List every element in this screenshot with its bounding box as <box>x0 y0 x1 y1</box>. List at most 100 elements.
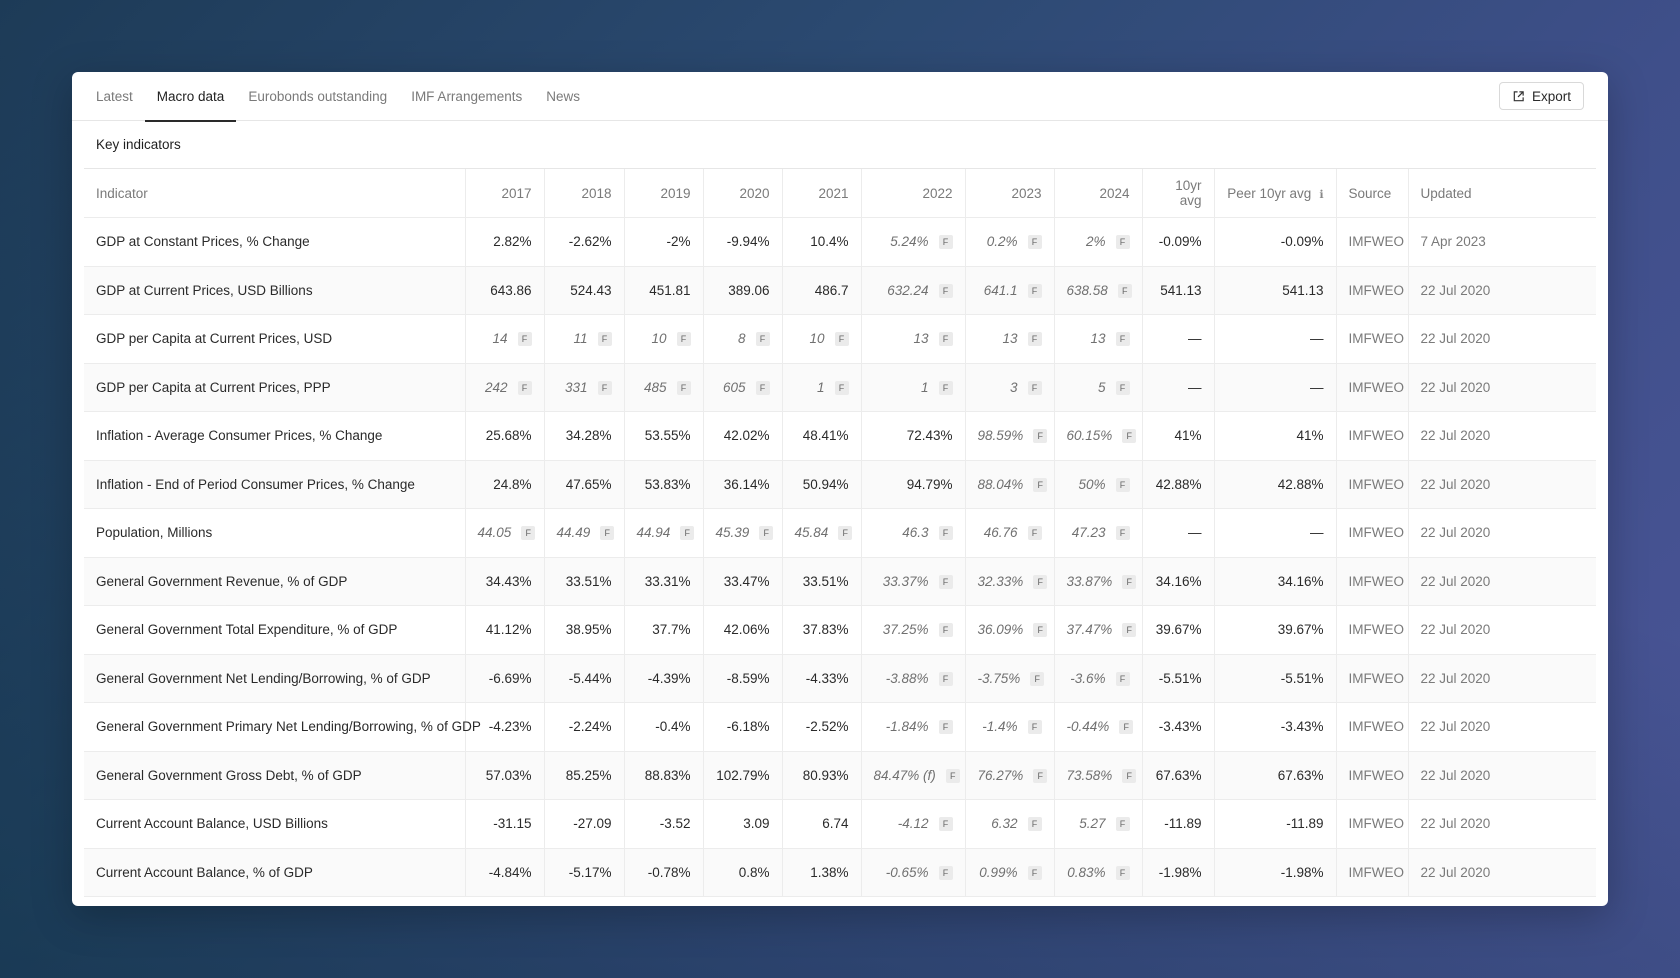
forecast-badge: F <box>1115 817 1130 832</box>
value-text: 6.32 <box>991 816 1018 832</box>
column-header-2021-label: 2021 <box>818 185 849 201</box>
value-text: 44.49 <box>556 525 591 541</box>
value-cell: 47.23 F <box>1054 508 1143 558</box>
value-cell: 2.82% <box>465 217 545 267</box>
source-cell: IMFWEO <box>1336 411 1409 461</box>
column-header-2019-label: 2019 <box>660 185 691 201</box>
tab-news[interactable]: News <box>546 89 580 104</box>
value-text: 0.2% <box>986 234 1018 250</box>
value-cell: 32.33% F <box>965 557 1055 606</box>
forecast-badge: F <box>938 283 953 298</box>
value-text: 57.03% <box>485 767 532 783</box>
value-text: 37.25% <box>882 622 929 638</box>
forecast-badge: F <box>1027 235 1042 250</box>
tab-latest[interactable]: Latest <box>96 89 133 104</box>
value-cell: 389.06 <box>703 266 783 315</box>
value-text: -6.18% <box>726 719 770 735</box>
value-text: 53.55% <box>644 428 691 444</box>
value-cell: 6.74 <box>782 799 862 849</box>
value-cell: 88.04% F <box>965 460 1055 509</box>
value-text: -2.62% <box>568 234 612 250</box>
value-cell: 60.15% F <box>1054 411 1143 461</box>
export-button[interactable]: Export <box>1499 82 1584 110</box>
updated-cell: 22 Jul 2020 <box>1408 751 1596 800</box>
forecast-badge: F <box>938 526 953 541</box>
value-text: 36.14% <box>723 476 770 492</box>
forecast-badge: F <box>1027 865 1042 880</box>
value-cell: 33.51% <box>782 557 862 606</box>
value-text: 632.24 <box>887 282 929 298</box>
value-text: 10 <box>651 331 667 347</box>
value-text: 2% <box>1085 234 1106 250</box>
value-text: 33.51% <box>802 573 849 589</box>
value-text: 451.81 <box>649 282 691 298</box>
value-cell: -2% <box>624 217 704 267</box>
value-text: 5.27 <box>1079 816 1106 832</box>
value-cell: 45.39 F <box>703 508 783 558</box>
value-text: 84.47% (f) <box>873 767 936 783</box>
forecast-badge: F <box>938 235 953 250</box>
value-text: -0.44% <box>1066 719 1110 735</box>
forecast-badge: F <box>1027 526 1042 541</box>
forecast-badge: F <box>1115 332 1130 347</box>
value-text: 33.37% <box>882 573 929 589</box>
forecast-badge: F <box>521 526 536 541</box>
table-body: GDP at Constant Prices, % Change 2.82% -2.… <box>84 217 1596 897</box>
value-text: 13 <box>913 331 929 347</box>
value-text: 34.28% <box>565 428 612 444</box>
indicator-name: General Government Primary Net Lending/B… <box>84 702 481 752</box>
forecast-badge: F <box>1122 623 1137 638</box>
ten-year-avg: 39.67% <box>1142 605 1215 655</box>
column-header-updated-label: Updated <box>1420 185 1472 201</box>
source-cell: IMFWEO <box>1336 702 1409 752</box>
value-text: 37.7% <box>652 622 691 638</box>
value-cell: 88.83% <box>624 751 704 800</box>
value-text: 3.09 <box>743 816 770 832</box>
forecast-badge: F <box>755 380 770 395</box>
forecast-badge: F <box>938 574 953 589</box>
value-cell: 84.47% (f) F <box>861 751 966 800</box>
info-icon[interactable]: ℹ <box>1319 188 1324 201</box>
forecast-badge: F <box>838 526 853 541</box>
value-cell: 38.95% <box>544 605 625 655</box>
source-cell: IMFWEO <box>1336 266 1409 315</box>
value-text: -4.84% <box>488 864 532 880</box>
forecast-badge: F <box>1117 283 1132 298</box>
table-row: GDP at Constant Prices, % Change 2.82% -2.… <box>84 217 1596 267</box>
tab-macro-data[interactable]: Macro data <box>144 72 237 122</box>
value-cell: -8.59% <box>703 654 783 703</box>
column-header-source: Source <box>1336 169 1409 218</box>
updated-cell: 22 Jul 2020 <box>1408 508 1596 558</box>
value-cell: 14 F <box>465 314 545 364</box>
table-row: Inflation - Average Consumer Prices, % C… <box>84 411 1596 461</box>
tab-eurobonds-outstanding[interactable]: Eurobonds outstanding <box>248 89 388 104</box>
updated-cell: 22 Jul 2020 <box>1408 363 1596 412</box>
peer-ten-year-avg: 39.67% <box>1214 605 1337 655</box>
value-cell: 524.43 <box>544 266 625 315</box>
indicator-name: General Government Revenue, % of GDP <box>84 557 466 606</box>
value-cell: 37.25% F <box>861 605 966 655</box>
ten-year-avg: — <box>1142 508 1215 558</box>
forecast-badge: F <box>1030 671 1045 686</box>
section-title: Key indicators <box>84 121 1596 169</box>
column-header-10yr-avg-label: 10yr avg <box>1175 178 1202 208</box>
value-cell: -3.52 <box>624 799 704 849</box>
value-text: -3.6% <box>1070 670 1106 686</box>
forecast-badge: F <box>1027 720 1042 735</box>
indicator-name: Current Account Balance, USD Billions <box>84 799 466 849</box>
value-text: 643.86 <box>490 282 532 298</box>
value-text: 46.76 <box>983 525 1018 541</box>
table-row: GDP per Capita at Current Prices, USD 14 F… <box>84 314 1596 364</box>
forecast-badge: F <box>1115 865 1130 880</box>
column-header-2022: 2022 <box>861 169 966 218</box>
value-cell: 10 F <box>624 314 704 364</box>
forecast-badge: F <box>1027 332 1042 347</box>
table-row: General Government Total Expenditure, % … <box>84 605 1596 655</box>
value-text: 102.79% <box>716 767 770 783</box>
value-cell: 33.37% F <box>861 557 966 606</box>
value-cell: -4.23% <box>465 702 545 752</box>
value-text: 38.95% <box>565 622 612 638</box>
tab-imf-arrangements[interactable]: IMF Arrangements <box>411 89 523 104</box>
value-cell: 45.84 F <box>782 508 862 558</box>
